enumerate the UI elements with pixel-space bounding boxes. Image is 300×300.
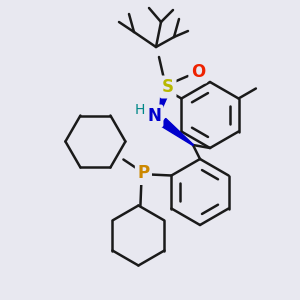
- Text: H: H: [135, 103, 145, 117]
- Text: O: O: [191, 63, 205, 81]
- Text: N: N: [147, 107, 161, 125]
- Polygon shape: [160, 118, 193, 146]
- Text: P: P: [137, 164, 149, 182]
- Text: S: S: [162, 78, 174, 96]
- Polygon shape: [160, 91, 169, 112]
